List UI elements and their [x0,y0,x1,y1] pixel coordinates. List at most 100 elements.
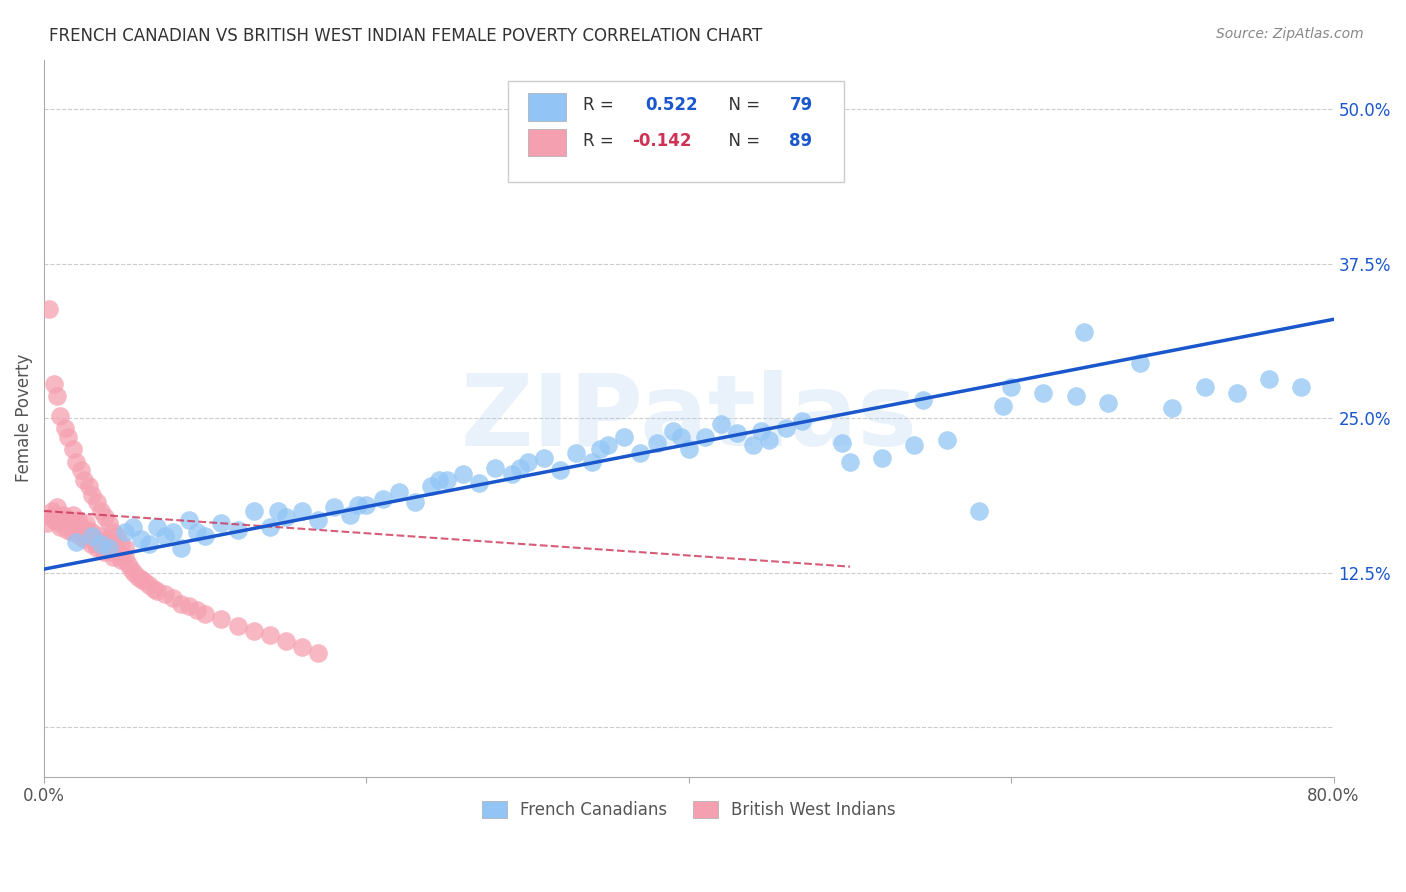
Point [70,463,93,477]
Point [117,557,139,571]
Point [186,524,208,539]
Point [725,426,748,441]
Point [96,533,118,547]
Point [501,467,523,481]
Point [935,434,957,448]
Bar [509,81,844,182]
Point [1129,355,1152,369]
Point [645,436,668,450]
Point [37,516,59,531]
Point [339,508,361,522]
Point [77,529,100,543]
Point [52,508,75,522]
Point [58,513,80,527]
Point [1194,380,1216,394]
Point [1161,401,1184,416]
Text: ZIPatlas: ZIPatlas [460,369,917,467]
Point [179,599,201,614]
Point [291,504,314,518]
Point [870,450,893,465]
Point [65,535,87,549]
Point [97,537,120,551]
Point [903,438,925,452]
Point [39,510,62,524]
Point [42,376,65,391]
Point [110,553,132,567]
Point [839,454,862,468]
Point [742,438,765,452]
Point [72,524,94,539]
Point [209,611,232,625]
Point [356,498,378,512]
Point [84,537,107,551]
Text: 89: 89 [789,132,813,150]
Point [669,430,692,444]
Point [103,549,125,564]
Point [1226,386,1249,401]
Text: -0.142: -0.142 [633,132,692,150]
Point [170,541,193,555]
Point [132,574,155,589]
Point [53,421,76,435]
Point [142,582,165,596]
Point [41,504,63,518]
Text: FRENCH CANADIAN VS BRITISH WEST INDIAN FEMALE POVERTY CORRELATION CHART: FRENCH CANADIAN VS BRITISH WEST INDIAN F… [49,27,762,45]
Point [548,463,571,477]
Point [59,520,82,534]
Point [1032,386,1054,401]
Point [62,508,84,522]
Point [86,541,108,555]
Point [146,520,169,534]
Point [49,520,72,534]
Point [49,409,72,423]
Point [103,524,125,539]
Point [967,504,990,518]
Point [89,504,111,518]
Point [82,488,104,502]
Point [209,516,232,531]
Point [94,537,117,551]
Point [565,446,588,460]
Point [129,533,152,547]
Text: 0.522: 0.522 [645,95,697,114]
Point [347,498,370,512]
Point [62,442,84,457]
Point [65,454,87,468]
Point [427,473,450,487]
Point [76,523,98,537]
Point [581,454,603,468]
Point [1073,325,1095,339]
Point [129,572,152,586]
Point [613,430,636,444]
Point [194,529,217,543]
Point [242,624,264,638]
Point [162,524,184,539]
Point [323,500,346,515]
Point [468,475,491,490]
Point [775,421,797,435]
Point [807,158,830,172]
Point [58,430,80,444]
Point [75,516,97,531]
Point [80,537,103,551]
Point [97,541,120,555]
Point [259,520,281,534]
Point [307,513,329,527]
Point [758,434,780,448]
Point [179,513,201,527]
Point [114,524,136,539]
Point [259,627,281,641]
Point [82,529,104,543]
Point [48,516,70,531]
Point [73,533,96,547]
Point [110,537,132,551]
Point [105,541,128,555]
Point [86,495,108,509]
Point [194,607,217,621]
Point [46,389,69,403]
Point [89,535,111,549]
Text: N =: N = [718,95,766,114]
Point [831,436,853,450]
Point [170,597,193,611]
Y-axis label: Female Poverty: Female Poverty [15,354,32,483]
